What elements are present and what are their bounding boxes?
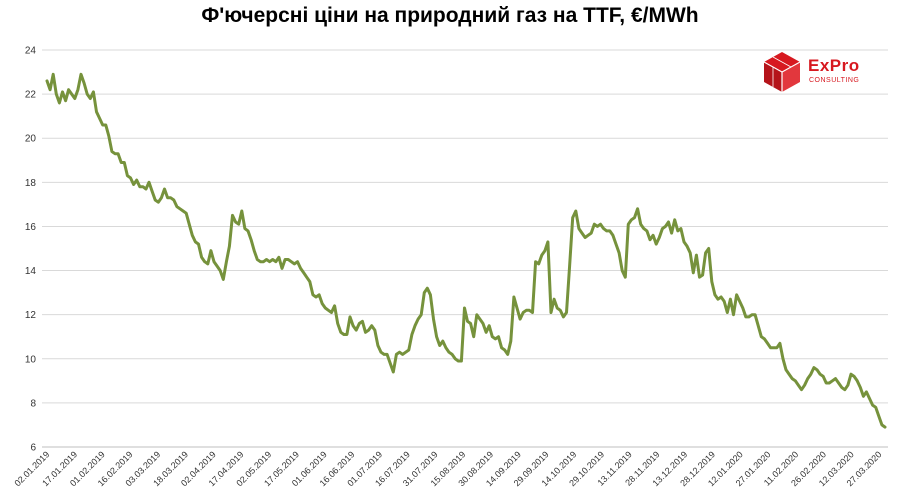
y-tick-label: 22 — [25, 90, 37, 101]
logo-subtitle: CONSULTING — [809, 77, 860, 84]
series-layer — [45, 72, 887, 429]
y-tick-label: 12 — [25, 310, 37, 321]
series-line — [45, 72, 887, 429]
y-tick-label: 18 — [25, 178, 37, 189]
grid-layer — [42, 49, 888, 448]
chart-title: Ф'ючерсні ціни на природний газ на TTF, … — [201, 4, 699, 27]
y-tick-label: 20 — [25, 134, 37, 145]
x-tick-labels: 02.01.201917.01.201901.02.201916.02.2019… — [12, 449, 883, 488]
y-tick-label: 14 — [25, 266, 37, 277]
y-tick-label: 16 — [25, 222, 37, 233]
logo-name: ExPro — [808, 56, 860, 75]
expro-logo: ExPro CONSULTING — [758, 50, 883, 94]
y-tick-labels: 6 8 10 12 14 16 18 20 22 24 — [25, 46, 37, 454]
y-tick-label: 6 — [30, 443, 36, 454]
cube-logo-icon — [763, 52, 801, 92]
y-tick-label: 8 — [30, 398, 36, 409]
y-tick-label: 10 — [25, 354, 37, 365]
y-tick-label: 24 — [25, 46, 37, 57]
